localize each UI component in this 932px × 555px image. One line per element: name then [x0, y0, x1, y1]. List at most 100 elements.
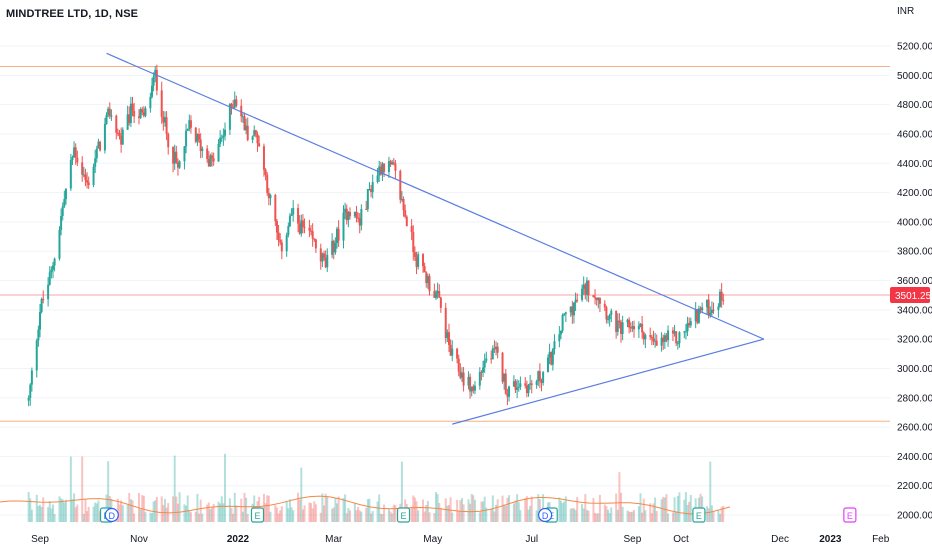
earnings-marker-4[interactable]: E: [692, 507, 706, 523]
candle-body: [525, 385, 528, 394]
volume-bar: [616, 509, 619, 522]
candle-body: [439, 297, 442, 308]
candle-body: [321, 253, 324, 262]
earnings-marker-1[interactable]: E: [250, 507, 265, 523]
candle-body: [149, 96, 152, 109]
candle-body: [116, 132, 119, 134]
volume-bar: [561, 503, 564, 522]
volume-bar: [495, 504, 498, 522]
volume-bar: [240, 498, 243, 522]
volume-bar: [280, 506, 283, 522]
volume-bar: [92, 506, 95, 522]
candle-body: [527, 384, 530, 394]
candle-body: [355, 211, 358, 218]
volume-bar: [662, 496, 665, 522]
candle-body: [42, 298, 45, 300]
candle-body: [264, 169, 267, 175]
candle-body: [628, 319, 631, 328]
volume-bar: [232, 513, 235, 522]
volume-bar: [376, 501, 379, 522]
candle-body: [433, 291, 436, 298]
volume-bar: [394, 505, 397, 522]
candle-body: [581, 288, 584, 300]
candle-body: [222, 135, 225, 138]
candle-body: [243, 116, 246, 131]
candle-body: [379, 166, 382, 175]
candle-body: [173, 151, 176, 164]
candle-body: [228, 104, 231, 130]
candle-body: [219, 137, 222, 144]
volume-bar: [460, 498, 463, 522]
volume-bar: [366, 499, 369, 522]
volume-bar: [683, 499, 686, 522]
earnings-marker-2[interactable]: E: [396, 507, 411, 523]
volume-bar: [355, 510, 358, 522]
volume-bar: [185, 505, 188, 522]
candle-body: [167, 133, 170, 148]
candle-body: [353, 211, 356, 217]
y-tick-label-5: 4200.00: [897, 188, 932, 199]
volume-bar: [121, 505, 124, 522]
candle-body: [605, 307, 608, 320]
volume-bar: [607, 509, 610, 522]
volume-bar: [326, 497, 329, 522]
volume-bar: [503, 504, 506, 522]
trendline-0[interactable]: [106, 52, 765, 340]
volume-bar: [381, 513, 384, 522]
candle-body: [212, 158, 215, 162]
candle-body: [298, 223, 301, 234]
candle-body: [639, 323, 642, 326]
volume-bar: [490, 509, 493, 522]
candle-body: [449, 344, 452, 356]
volume-bar: [360, 511, 363, 522]
candle-body: [47, 284, 50, 300]
x-tick-label-9: 2023: [819, 534, 842, 545]
volume-bar: [29, 498, 32, 522]
candle-body: [615, 310, 618, 332]
candle-body: [188, 120, 191, 129]
candle-body: [671, 330, 674, 334]
dividend-marker-0[interactable]: D: [104, 507, 119, 523]
candle-body: [524, 383, 527, 386]
candle-body: [485, 358, 488, 361]
candle-body: [288, 215, 291, 227]
candle-body: [707, 299, 710, 316]
candle-body: [220, 137, 223, 139]
volume-bar: [620, 492, 623, 522]
future-earnings-marker-label: E: [847, 511, 853, 521]
volume-bar: [412, 495, 415, 522]
y-tick-label-13: 2600.00: [897, 423, 932, 434]
volume-bar: [689, 495, 692, 522]
volume-bar: [131, 500, 134, 522]
dividend-marker-1[interactable]: D: [538, 507, 553, 523]
candle-body: [206, 148, 209, 160]
candle-body: [587, 280, 590, 296]
candle-body: [337, 228, 340, 241]
candle-body: [94, 158, 97, 167]
volume-bar: [608, 512, 611, 522]
future-earnings-marker[interactable]: E: [843, 507, 857, 523]
candle-body: [550, 351, 553, 365]
volume-bar: [206, 504, 209, 522]
volume-bar: [314, 504, 317, 522]
volume-bar: [262, 493, 265, 522]
volume-bar: [264, 503, 267, 522]
volume-bar: [126, 504, 129, 522]
volume-bar: [621, 506, 624, 522]
candle-body: [415, 257, 418, 267]
volume-bar: [719, 513, 722, 522]
volume-bar: [150, 513, 153, 522]
volume-bar: [485, 507, 488, 522]
candle-body: [610, 310, 613, 315]
candle-body: [63, 199, 66, 207]
trendline-1[interactable]: [452, 338, 764, 425]
volume-bar: [439, 507, 442, 522]
candle-body: [542, 372, 545, 383]
candle-body: [642, 332, 645, 340]
volume-bar: [81, 456, 84, 522]
candle-body: [662, 337, 665, 342]
candle-body: [300, 220, 303, 234]
candle-body: [332, 240, 335, 253]
candle-body: [675, 331, 678, 344]
